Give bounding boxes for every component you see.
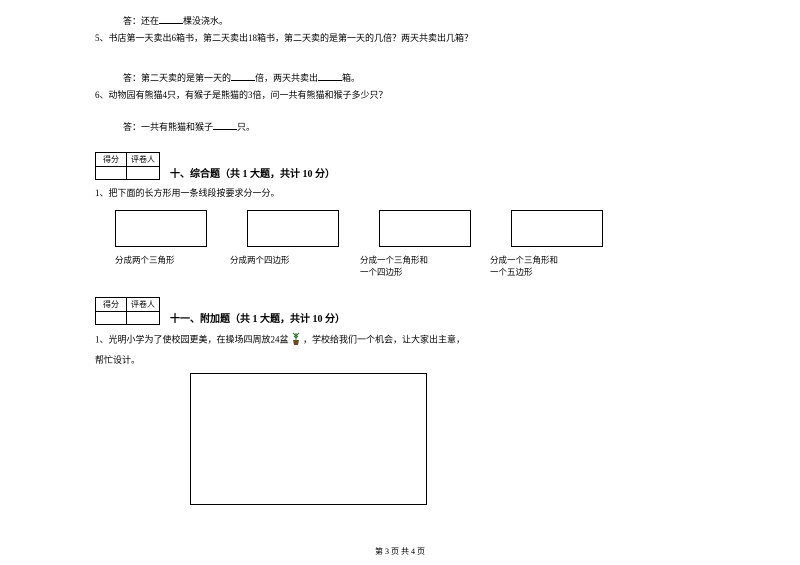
score-cell[interactable] <box>96 166 127 179</box>
q6-number: 6、 <box>95 90 109 100</box>
q4-answer-prefix: 答：还在 <box>123 16 159 26</box>
rectangle-1[interactable] <box>115 210 207 247</box>
q6-line: 6、动物园有熊猫4只，有猴子是熊猫的3倍，问一共有熊猫和猴子多少只？ <box>95 88 705 102</box>
caption-4a: 分成一个三角形和 <box>490 255 558 265</box>
spacer <box>95 49 705 67</box>
blank-fill[interactable] <box>231 70 255 81</box>
caption-3b: 一个四边形 <box>360 267 403 277</box>
blank-fill[interactable] <box>318 70 342 81</box>
s11-q1-b: ，学校给我们一个机会，让大家出主意， <box>303 334 465 344</box>
q5-answer-mid: 倍，两天共卖出 <box>255 73 318 83</box>
rectangles-row <box>115 210 705 247</box>
spacer <box>95 106 705 116</box>
q5-line: 5、书店第一天卖出6箱书，第二天卖出18箱书，第二天卖的是第一天的几倍？两天共卖… <box>95 31 705 45</box>
score-cell[interactable] <box>96 312 127 325</box>
q5-answer-suffix: 箱。 <box>342 73 360 83</box>
q5-number: 5、 <box>95 33 109 43</box>
caption-3: 分成一个三角形和 一个四边形 <box>360 255 490 279</box>
score-label: 得分 <box>96 298 127 312</box>
q6-answer-prefix: 答：一共有熊猫和猴子 <box>123 122 213 132</box>
blank-fill[interactable] <box>159 13 183 24</box>
score-label: 得分 <box>96 152 127 166</box>
grader-cell[interactable] <box>127 312 160 325</box>
q4-answer-line: 答：还在 棵没浇水。 <box>95 13 705 28</box>
s11-q1-a: 1、光明小学为了使校园更美，在操场四周放24盆 <box>95 334 289 344</box>
plant-icon <box>291 331 301 349</box>
grader-cell[interactable] <box>127 166 160 179</box>
q6-answer-line: 答：一共有熊猫和猴子 只。 <box>95 119 705 134</box>
caption-2: 分成两个四边形 <box>230 255 360 279</box>
caption-3a: 分成一个三角形和 <box>360 255 428 265</box>
page-content: 答：还在 棵没浇水。 5、书店第一天卖出6箱书，第二天卖出18箱书，第二天卖的是第… <box>0 0 800 505</box>
caption-4: 分成一个三角形和 一个五边形 <box>490 255 620 279</box>
design-box[interactable] <box>190 373 427 505</box>
score-table: 得分 评卷人 <box>95 152 160 180</box>
s11-q1-c: 帮忙设计。 <box>95 353 705 367</box>
rectangle-2[interactable] <box>247 210 339 247</box>
q5-answer-prefix: 答：第二天卖的是第一天的 <box>123 73 231 83</box>
q5-text: 书店第一天卖出6箱书，第二天卖出18箱书，第二天卖的是第一天的几倍？两天共卖出几… <box>109 33 474 43</box>
grader-label: 评卷人 <box>127 152 160 166</box>
q6-text: 动物园有熊猫4只，有猴子是熊猫的3倍，问一共有熊猫和猴子多少只？ <box>109 90 388 100</box>
blank-fill[interactable] <box>213 119 237 130</box>
section-10-title: 十、综合题（共 1 大题，共计 10 分） <box>170 165 335 180</box>
score-table: 得分 评卷人 <box>95 297 160 325</box>
captions-row: 分成两个三角形 分成两个四边形 分成一个三角形和 一个四边形 分成一个三角形和 … <box>115 255 705 279</box>
section-11-title: 十一、附加题（共 1 大题，共计 10 分） <box>170 310 345 325</box>
s10-q1: 1、把下面的长方形用一条线段按要求分一分。 <box>95 186 705 200</box>
grader-label: 评卷人 <box>127 298 160 312</box>
rectangle-4[interactable] <box>511 210 603 247</box>
rectangle-3[interactable] <box>379 210 471 247</box>
q4-answer-suffix: 棵没浇水。 <box>183 16 228 26</box>
section-10-header: 得分 评卷人 十、综合题（共 1 大题，共计 10 分） <box>95 152 705 180</box>
caption-1: 分成两个三角形 <box>115 255 230 279</box>
q6-answer-suffix: 只。 <box>237 122 255 132</box>
section-11-header: 得分 评卷人 十一、附加题（共 1 大题，共计 10 分） <box>95 297 705 325</box>
page-footer: 第 3 页 共 4 页 <box>0 546 800 557</box>
q5-answer-line: 答：第二天卖的是第一天的 倍，两天共卖出 箱。 <box>95 70 705 85</box>
caption-4b: 一个五边形 <box>490 267 533 277</box>
s11-q1-line: 1、光明小学为了使校园更美，在操场四周放24盆 ，学校给我们一个机会，让大家出主… <box>95 331 705 349</box>
